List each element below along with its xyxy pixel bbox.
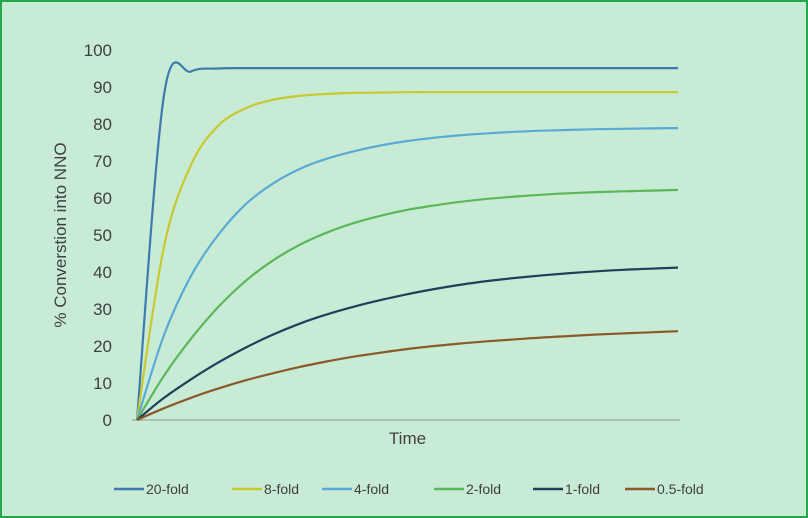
series-line-2: [135, 127, 679, 421]
y-tick-label: 90: [93, 78, 112, 97]
legend-label-2: 4-fold: [354, 481, 389, 497]
y-tick-label: 10: [93, 374, 112, 393]
y-tick-label: 40: [93, 263, 112, 282]
series-line-5: [136, 330, 679, 422]
y-tick-label: 100: [84, 41, 112, 60]
legend-label-0: 20-fold: [146, 481, 189, 497]
series-line-0: [135, 61, 678, 421]
series-line-4: [136, 266, 679, 421]
legend: 20-fold 8-fold 4-fold 2-fold 1-fold 0.5-fold: [114, 481, 704, 497]
y-tick-label: 60: [93, 189, 112, 208]
series-line-1: [135, 91, 678, 421]
y-tick-label: 50: [93, 226, 112, 245]
y-tick-labels: 0 10 20 30 40 50 60 70 80 90 100: [84, 41, 112, 430]
x-axis-title: Time: [389, 429, 426, 448]
y-axis-title: % Converstion into NNO: [51, 142, 70, 327]
y-tick-label: 70: [93, 152, 112, 171]
legend-label-1: 8-fold: [264, 481, 299, 497]
series-lines: [135, 61, 679, 422]
series-line-3: [136, 188, 679, 421]
legend-label-3: 2-fold: [466, 481, 501, 497]
legend-label-4: 1-fold: [565, 481, 600, 497]
y-tick-label: 20: [93, 337, 112, 356]
legend-label-5: 0.5-fold: [657, 481, 704, 497]
y-tick-label: 0: [103, 411, 112, 430]
y-tick-label: 30: [93, 300, 112, 319]
y-tick-label: 80: [93, 115, 112, 134]
